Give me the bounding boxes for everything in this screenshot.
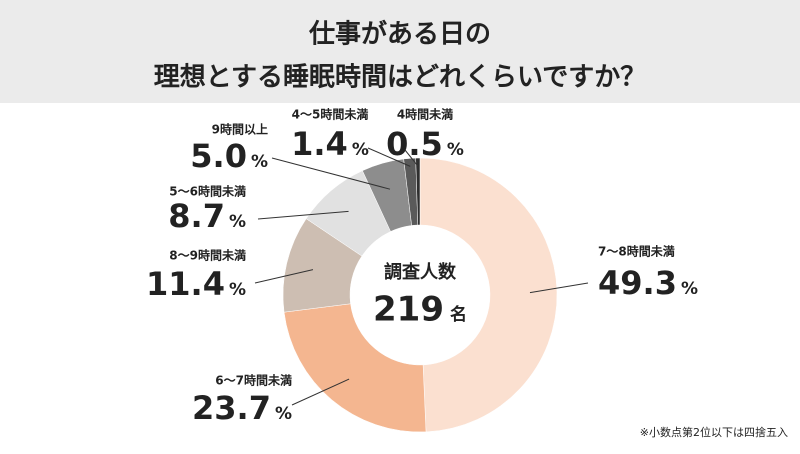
- donut-slice: [283, 303, 427, 433]
- chart-title: 仕事がある日の: [308, 19, 491, 50]
- sample-size: 219: [373, 290, 444, 330]
- category-label: 4時間未満: [397, 107, 453, 122]
- value-label: 0.5: [386, 125, 443, 163]
- leader-line: [529, 282, 589, 294]
- category-label: 8～9時間未満: [169, 248, 246, 263]
- leader-line: [367, 147, 411, 167]
- leader-line: [404, 149, 419, 167]
- unit-label: %: [229, 280, 246, 300]
- value-label: 11.4: [146, 265, 225, 303]
- unit-label: %: [447, 140, 464, 160]
- footnote: ※小数点第2位以下は四捨五入: [640, 425, 788, 439]
- leader-line: [254, 269, 314, 284]
- unit-label: %: [251, 152, 268, 172]
- value-label: 1.4: [291, 125, 348, 163]
- category-label: 5～6時間未満: [169, 184, 246, 199]
- value-label: 5.0: [190, 137, 247, 175]
- category-label: 6～7時間未満: [215, 373, 292, 388]
- sample-unit: 名: [450, 304, 467, 325]
- value-label: 23.7: [192, 389, 271, 427]
- value-label: 8.7: [168, 197, 225, 235]
- leader-line: [271, 157, 391, 190]
- leader-line: [291, 378, 350, 406]
- chart-title: 理想とする睡眠時間はどれくらいですか？: [154, 63, 646, 93]
- center-label: 調査人数: [384, 261, 457, 283]
- category-label: 9時間以上: [212, 122, 268, 137]
- value-label: 49.3: [598, 264, 677, 302]
- donut-slice: [415, 157, 421, 226]
- unit-label: %: [681, 279, 698, 299]
- category-label: 7～8時間未満: [598, 244, 675, 259]
- leader-line: [257, 210, 349, 220]
- category-label: 4～5時間未満: [292, 107, 369, 122]
- unit-label: %: [275, 404, 292, 424]
- header-band: [0, 0, 800, 103]
- unit-label: %: [229, 212, 246, 232]
- unit-label: %: [352, 140, 369, 160]
